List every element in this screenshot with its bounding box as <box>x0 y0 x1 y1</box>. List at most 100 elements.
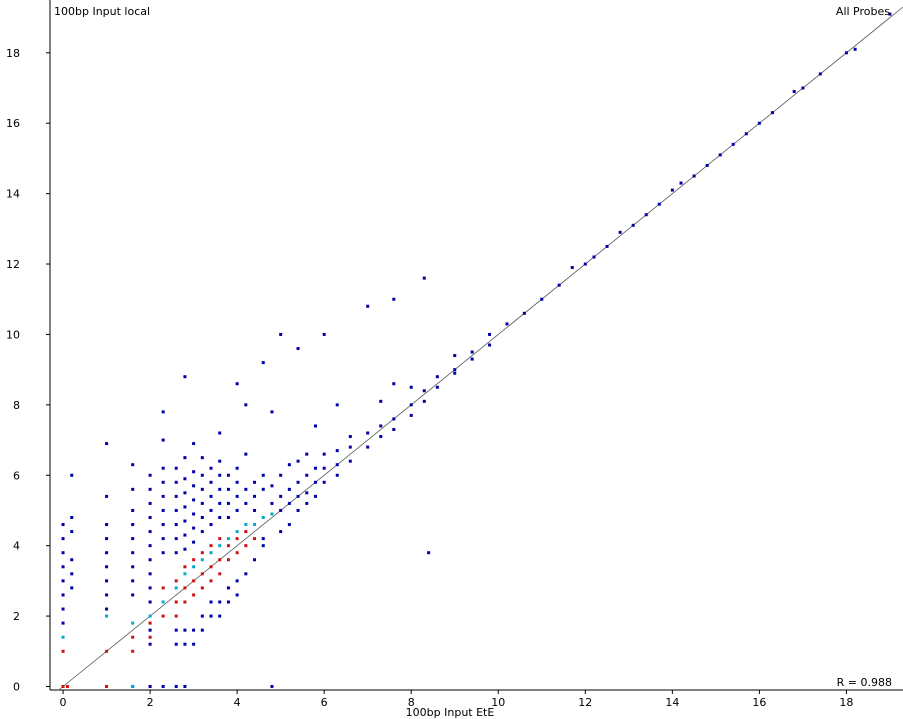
data-point-low <box>679 181 683 185</box>
data-point-low <box>105 593 109 597</box>
data-point-low <box>61 523 65 527</box>
data-point-low <box>174 684 178 688</box>
data-point-low <box>209 480 213 484</box>
data-point-low <box>61 565 65 569</box>
data-point-low <box>235 480 239 484</box>
data-point-low <box>470 357 474 361</box>
data-point-mid <box>174 586 178 590</box>
data-point-low <box>244 501 248 505</box>
data-point-low <box>148 544 152 548</box>
data-point-low <box>200 628 204 632</box>
data-point-mid <box>192 565 196 569</box>
data-point-low <box>366 304 370 308</box>
data-point-low <box>192 628 196 632</box>
data-point-low <box>322 466 326 470</box>
data-point-low <box>692 174 696 178</box>
x-tick-label: 14 <box>665 696 679 709</box>
data-point-low <box>253 494 257 498</box>
data-point-low <box>279 494 283 498</box>
data-point-low <box>270 484 274 488</box>
identity-reference-line <box>58 6 903 691</box>
data-point-high <box>183 565 187 569</box>
data-point-low <box>131 593 135 597</box>
data-point-low <box>235 494 239 498</box>
data-point-low <box>183 628 187 632</box>
data-point-low <box>218 516 222 519</box>
data-point-low <box>261 537 265 541</box>
data-point-low <box>409 413 413 417</box>
data-point-low <box>61 593 65 597</box>
data-point-low <box>270 684 274 688</box>
data-point-low <box>453 354 457 358</box>
data-point-low <box>235 593 239 597</box>
data-point-low <box>192 512 196 516</box>
y-tick-label: 0 <box>13 680 20 693</box>
data-point-low <box>174 480 178 484</box>
data-point-low <box>235 466 239 470</box>
data-point-low <box>200 530 204 534</box>
y-tick-label: 4 <box>13 540 20 553</box>
data-point-high <box>218 537 222 541</box>
data-point-high <box>218 558 222 562</box>
x-tick-label: 2 <box>147 696 154 709</box>
data-point-low <box>183 477 187 481</box>
data-point-low <box>226 516 230 519</box>
data-point-high <box>244 544 248 548</box>
data-point-low <box>757 121 761 125</box>
data-point-low <box>218 614 222 618</box>
data-point-low <box>105 537 109 541</box>
data-point-low <box>422 389 426 393</box>
data-point-high <box>105 684 109 688</box>
x-tick-label: 18 <box>839 696 853 709</box>
x-tick-label: 16 <box>752 696 766 709</box>
data-point-low <box>592 255 596 259</box>
data-point-low <box>296 459 300 463</box>
data-point-low <box>605 244 609 248</box>
data-point-low <box>148 642 152 646</box>
data-point-low <box>261 544 265 548</box>
data-point-low <box>287 487 291 491</box>
data-point-mid <box>131 684 135 688</box>
data-point-high <box>235 551 239 555</box>
data-point-low <box>379 435 383 439</box>
data-point-low <box>183 456 187 460</box>
data-point-low <box>131 463 135 467</box>
data-point-high <box>209 565 213 569</box>
data-point-low <box>244 487 248 491</box>
data-point-mid <box>226 537 230 541</box>
x-tick-label: 10 <box>491 696 505 709</box>
data-point-low <box>192 470 196 474</box>
data-point-low <box>70 516 74 519</box>
data-point-high <box>61 684 65 688</box>
data-point-high <box>200 551 204 555</box>
data-point-low <box>270 501 274 505</box>
data-point-low <box>105 579 109 583</box>
data-point-low <box>422 399 426 403</box>
data-point-low <box>470 350 474 354</box>
axis-ticks: 0 2 4 6 8 10 12 14 16 18 0 2 4 6 8 10 12 14 16 18 <box>6 47 853 709</box>
data-point-high <box>161 586 165 590</box>
data-point-low <box>453 368 457 372</box>
data-point-low <box>105 442 109 446</box>
data-point-low <box>244 452 248 456</box>
y-tick-label: 14 <box>6 188 20 201</box>
data-point-low <box>131 523 135 527</box>
data-point-low <box>148 628 152 632</box>
data-point-low <box>279 508 283 512</box>
data-point-low <box>209 466 213 470</box>
data-point-mid <box>218 544 222 548</box>
chart-title: All Probes <box>836 5 890 18</box>
data-point-low <box>313 424 317 428</box>
data-point-low <box>488 332 492 336</box>
data-point-low <box>161 684 165 688</box>
data-point-low <box>270 410 274 414</box>
data-point-mid <box>161 600 165 604</box>
data-point-low <box>183 491 187 495</box>
y-axis-label: 100bp Input local <box>54 5 150 18</box>
data-point-mid <box>131 621 135 625</box>
data-point-low <box>305 501 309 505</box>
y-tick-label: 2 <box>13 610 20 623</box>
data-point-low <box>174 642 178 646</box>
data-point-low <box>131 508 135 512</box>
data-point-low <box>226 600 230 604</box>
